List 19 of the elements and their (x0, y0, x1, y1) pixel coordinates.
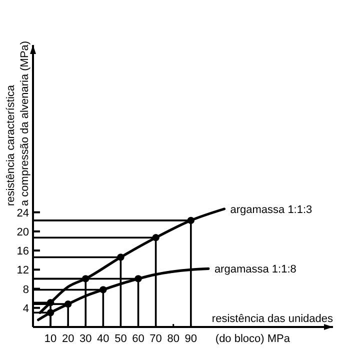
y-tick-label: 12 (16, 264, 29, 277)
x-tick-label: 10 (44, 333, 57, 345)
y-tick-label: 4 (22, 302, 29, 315)
x-tick-label: 90 (184, 333, 198, 345)
x-tick-label: 70 (150, 333, 162, 345)
y-tick-label: 20 (16, 226, 29, 238)
x-tick-label: 40 (97, 333, 110, 345)
series-label: argamassa 1:1:3 (230, 204, 312, 216)
y-tick-label: 8 (22, 284, 29, 296)
x-tick-label: 60 (132, 333, 144, 345)
y-tick-label: 16 (16, 246, 29, 258)
x-tick-label: 50 (114, 333, 127, 345)
x-tick-label: 80 (167, 333, 180, 345)
x-tick-label: 30 (80, 333, 92, 345)
y-tick-label: 24 (16, 207, 29, 220)
x-axis-title: resistência das unidades (do bloco) MPa (212, 313, 334, 345)
y-axis-title: resistência característica a compressão da alvenaria (MPa) (5, 40, 31, 206)
x-tick-label: 20 (62, 333, 74, 345)
series-label: argamassa 1:1:8 (214, 264, 296, 276)
